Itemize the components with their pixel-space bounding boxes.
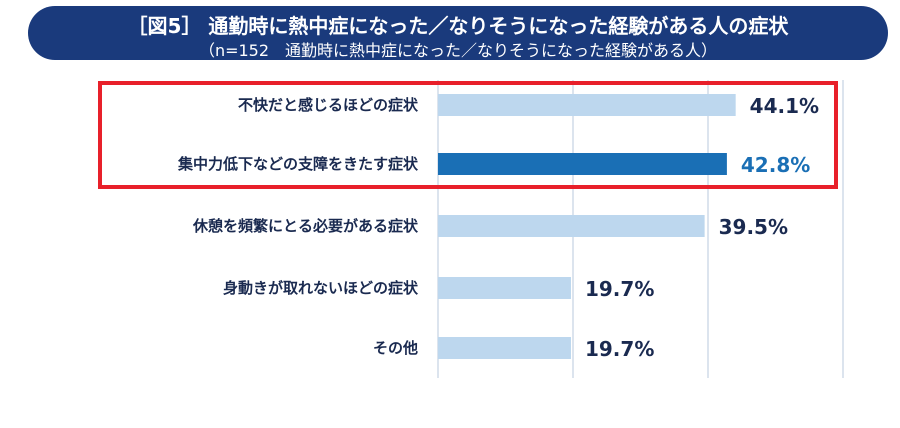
category-label: 不快だと感じるほどの症状 [238,96,419,114]
chart-title: ［図5］ 通勤時に熱中症になった／なりそうになった経験がある人の症状 [127,14,789,38]
chart-subtitle: （n=152 通勤時に熱中症になった／なりそうになった経験がある人） [198,41,718,60]
value-label: 42.8% [741,153,810,177]
category-label: 休憩を頻繁にとる必要がある症状 [192,217,419,235]
value-label: 44.1% [750,94,819,118]
value-label: 19.7% [585,277,654,301]
bar [438,215,705,237]
bar [438,277,571,299]
bar-chart: 不快だと感じるほどの症状 44.1% 集中力低下などの支障をきたす症状 42.8% 休憩… [177,80,844,378]
category-label: その他 [373,339,418,357]
category-label: 身動きが取れないほどの症状 [223,279,419,297]
title-banner: ［図5］ 通勤時に熱中症になった／なりそうになった経験がある人の症状 （n=15… [28,6,888,60]
bar [438,94,736,116]
value-label: 19.7% [585,337,654,361]
bar [438,337,571,359]
value-label: 39.5% [719,215,788,239]
bar [438,153,727,175]
highlight-box [98,81,838,189]
category-label: 集中力低下などの支障をきたす症状 [177,155,419,173]
chart-area: 不快だと感じるほどの症状 44.1% 集中力低下などの支障をきたす症状 42.8% 休憩… [0,60,900,428]
